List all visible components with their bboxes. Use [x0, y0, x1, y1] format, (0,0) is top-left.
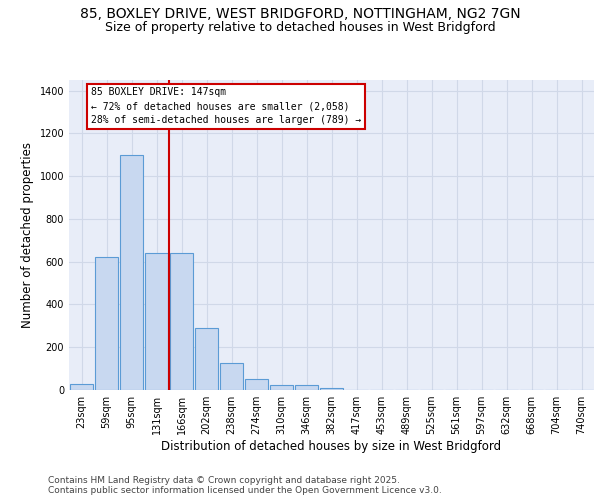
- Bar: [245, 380, 268, 390]
- Bar: [220, 364, 243, 390]
- Y-axis label: Number of detached properties: Number of detached properties: [21, 142, 34, 328]
- Bar: [320, 388, 343, 390]
- Text: 85, BOXLEY DRIVE, WEST BRIDGFORD, NOTTINGHAM, NG2 7GN: 85, BOXLEY DRIVE, WEST BRIDGFORD, NOTTIN…: [80, 8, 520, 22]
- Bar: [95, 258, 118, 390]
- Bar: [70, 384, 93, 390]
- Bar: [170, 253, 193, 390]
- Text: Contains HM Land Registry data © Crown copyright and database right 2025.
Contai: Contains HM Land Registry data © Crown c…: [48, 476, 442, 495]
- X-axis label: Distribution of detached houses by size in West Bridgford: Distribution of detached houses by size …: [161, 440, 502, 453]
- Bar: [295, 384, 318, 390]
- Bar: [195, 328, 218, 390]
- Bar: [120, 155, 143, 390]
- Text: Size of property relative to detached houses in West Bridgford: Size of property relative to detached ho…: [104, 22, 496, 35]
- Bar: [145, 253, 168, 390]
- Bar: [270, 384, 293, 390]
- Text: 85 BOXLEY DRIVE: 147sqm
← 72% of detached houses are smaller (2,058)
28% of semi: 85 BOXLEY DRIVE: 147sqm ← 72% of detache…: [91, 88, 361, 126]
